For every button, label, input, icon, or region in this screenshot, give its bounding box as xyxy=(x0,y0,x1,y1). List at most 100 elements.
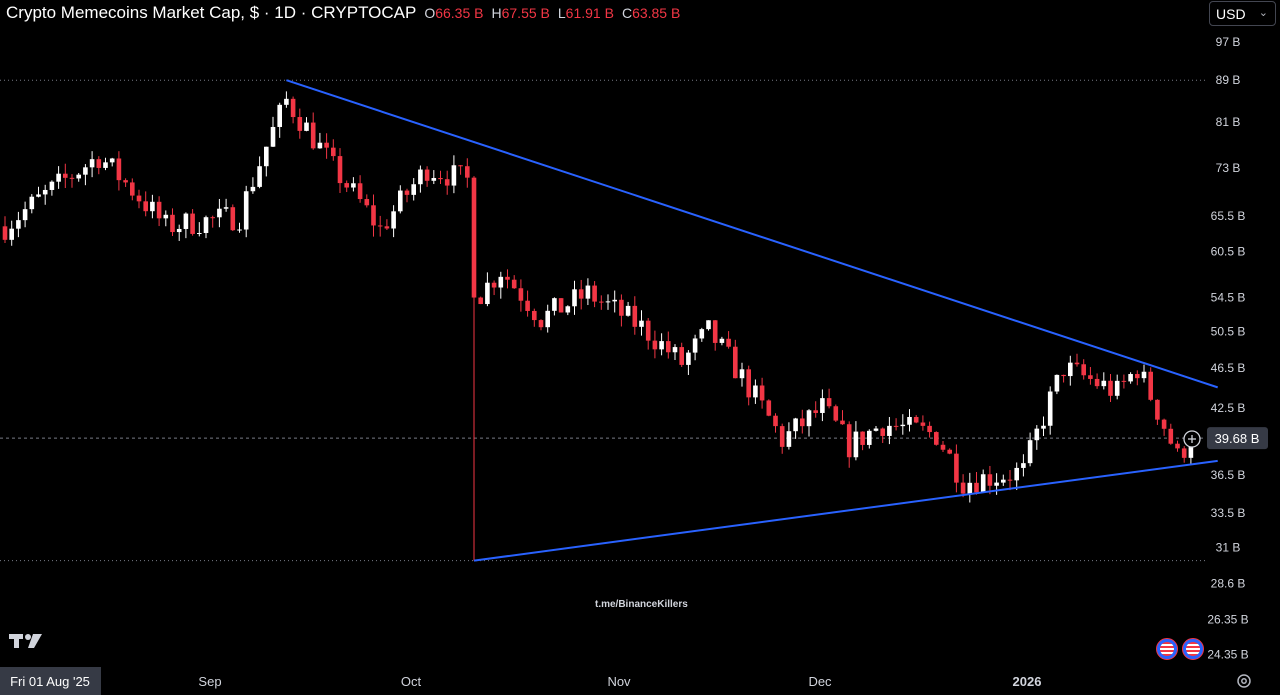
candle-body xyxy=(612,299,617,302)
candle-body xyxy=(250,186,256,192)
candle-body xyxy=(116,158,122,181)
candle-body xyxy=(733,346,738,379)
candle-body xyxy=(853,431,859,458)
candle-body xyxy=(913,416,919,423)
candle-body xyxy=(1175,443,1180,449)
crosshair-add-button[interactable] xyxy=(1183,430,1201,448)
event-flags[interactable] xyxy=(1156,638,1204,660)
candle-body xyxy=(813,410,818,413)
candle-body xyxy=(444,179,450,186)
candle-body xyxy=(136,195,142,202)
candle-body xyxy=(351,183,356,188)
candle-body xyxy=(974,482,979,493)
candle-body xyxy=(632,305,638,327)
candle-body xyxy=(739,369,745,379)
candle-body xyxy=(150,201,155,212)
ohlc-open: O66.35 B xyxy=(424,5,484,21)
candle-body xyxy=(2,226,8,240)
time-axis[interactable]: Fri 01 Aug '25 Sep Oct Nov Dec 2026 xyxy=(0,667,1041,695)
candle-body xyxy=(599,301,604,303)
candle-body xyxy=(558,298,564,313)
price-axis[interactable]: 97 B 89 B 81 B 73 B 65.5 B 60.5 B 54.5 B 50.5 B… xyxy=(1207,35,1268,662)
candle-body xyxy=(89,159,95,168)
candle-body xyxy=(900,424,906,427)
candle-body xyxy=(491,282,497,288)
candle-body xyxy=(465,166,470,178)
candle-body xyxy=(578,289,584,299)
time-tick-label: Nov xyxy=(607,674,631,689)
candle-body xyxy=(873,428,879,431)
candle-body xyxy=(357,183,363,200)
candle-body xyxy=(1034,428,1040,441)
candle-body xyxy=(190,213,195,234)
candle-body xyxy=(290,98,296,118)
candle-body xyxy=(954,453,959,483)
candle-body xyxy=(1155,399,1160,420)
candle-body xyxy=(317,142,323,149)
candle-body xyxy=(605,301,611,303)
candle-body xyxy=(170,214,175,233)
candle-body xyxy=(1141,371,1147,379)
candle-body xyxy=(585,285,591,299)
candle-body xyxy=(1054,374,1060,392)
candle-body xyxy=(625,305,631,316)
candle-body xyxy=(726,338,731,347)
trendlines[interactable] xyxy=(286,79,1219,562)
candle-body xyxy=(391,211,396,229)
last-price-tag xyxy=(1207,427,1268,450)
candle-body xyxy=(69,177,75,179)
candle-body xyxy=(42,189,48,195)
candle-body xyxy=(759,385,765,401)
horizontal-levels xyxy=(0,79,1205,562)
settings-gear-icon[interactable] xyxy=(1235,672,1253,690)
candle-body xyxy=(907,416,912,425)
candle-body xyxy=(458,165,463,167)
candle-body xyxy=(384,226,390,229)
candle-body xyxy=(940,444,946,450)
candle-body xyxy=(337,156,343,184)
candle-body xyxy=(304,122,309,131)
candle-body xyxy=(679,347,684,365)
candle-body xyxy=(505,276,510,280)
candle-body xyxy=(511,279,517,289)
candle-body xyxy=(572,289,577,307)
candle-body xyxy=(779,426,785,447)
candle-body xyxy=(451,165,457,186)
candle-body xyxy=(846,424,852,458)
candle-body xyxy=(203,217,209,233)
candle-body xyxy=(418,169,423,185)
candle-body xyxy=(36,194,41,197)
candle-body xyxy=(404,190,410,195)
candle-body xyxy=(672,347,678,353)
candle-body xyxy=(284,98,289,105)
price-tick-label: 50.5 B xyxy=(1211,324,1246,338)
candle-body xyxy=(438,178,443,180)
candle-body xyxy=(867,430,872,445)
price-tick-label: 33.5 B xyxy=(1211,506,1246,520)
tradingview-logo-icon[interactable] xyxy=(9,632,43,650)
currency-select[interactable]: USD ⌄ xyxy=(1209,1,1276,26)
candle-body xyxy=(699,329,705,339)
candle-body xyxy=(1081,364,1086,376)
candle-body xyxy=(22,209,28,221)
candle-body xyxy=(16,220,21,229)
us-flag-icon[interactable] xyxy=(1156,638,1178,660)
us-flag-icon[interactable] xyxy=(1182,638,1204,660)
candle-body xyxy=(183,213,189,229)
candle-body xyxy=(96,159,102,168)
candle-body xyxy=(987,474,993,486)
price-tick-label: 54.5 B xyxy=(1211,291,1246,305)
candle-body xyxy=(960,482,966,494)
candle-body xyxy=(411,184,416,195)
candle-body xyxy=(880,428,885,436)
price-tick-label: 60.5 B xyxy=(1211,244,1246,258)
candle-body xyxy=(331,147,336,157)
crosshair-date-label: Fri 01 Aug '25 xyxy=(10,674,90,689)
candle-body xyxy=(1161,419,1167,429)
price-tick-label: 24.35 B xyxy=(1207,648,1248,662)
candle-body xyxy=(210,217,215,219)
watermark-text: t.me/BinanceKillers xyxy=(595,599,688,610)
candle-body xyxy=(659,341,664,350)
candle-body xyxy=(156,201,162,219)
